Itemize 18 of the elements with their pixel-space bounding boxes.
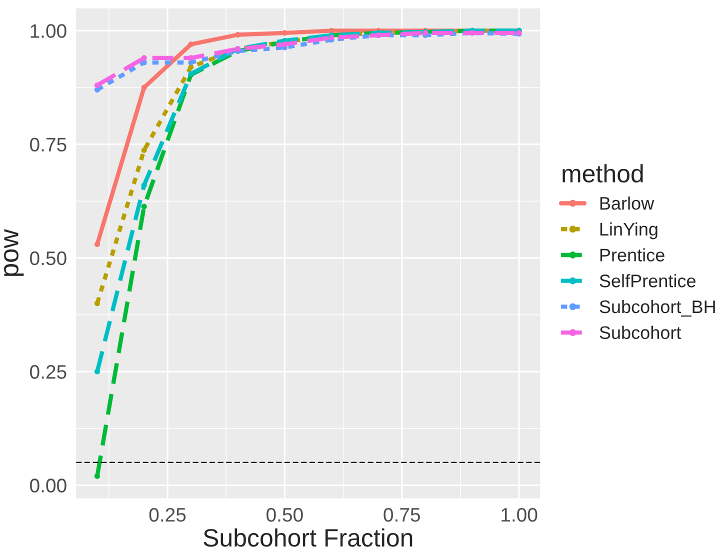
legend-label: LinYing: [600, 222, 658, 240]
legend-title: method: [562, 164, 643, 183]
x-tick-label: 0.50: [266, 508, 303, 522]
legend-label: Subcohort: [600, 326, 682, 340]
y-axis-title: pow: [4, 229, 24, 276]
x-tick-label: 1.00: [502, 508, 538, 522]
y-tick-label: 0.00: [30, 478, 66, 492]
x-tick-label: 0.25: [149, 508, 186, 522]
legend-label: Subcohort_BH: [600, 300, 715, 317]
legend-label: Prentice: [600, 248, 664, 262]
legend-label: Barlow: [600, 196, 654, 210]
x-tick-label: 0.75: [384, 508, 420, 522]
y-tick-label: 1.00: [30, 24, 66, 38]
y-tick-label: 0.25: [30, 365, 66, 379]
y-tick-label: 0.75: [30, 138, 66, 152]
legend-label: SelfPrentice: [600, 274, 696, 288]
x-axis-title: Subcohort Fraction: [204, 528, 412, 547]
y-tick-label: 0.50: [30, 251, 66, 266]
